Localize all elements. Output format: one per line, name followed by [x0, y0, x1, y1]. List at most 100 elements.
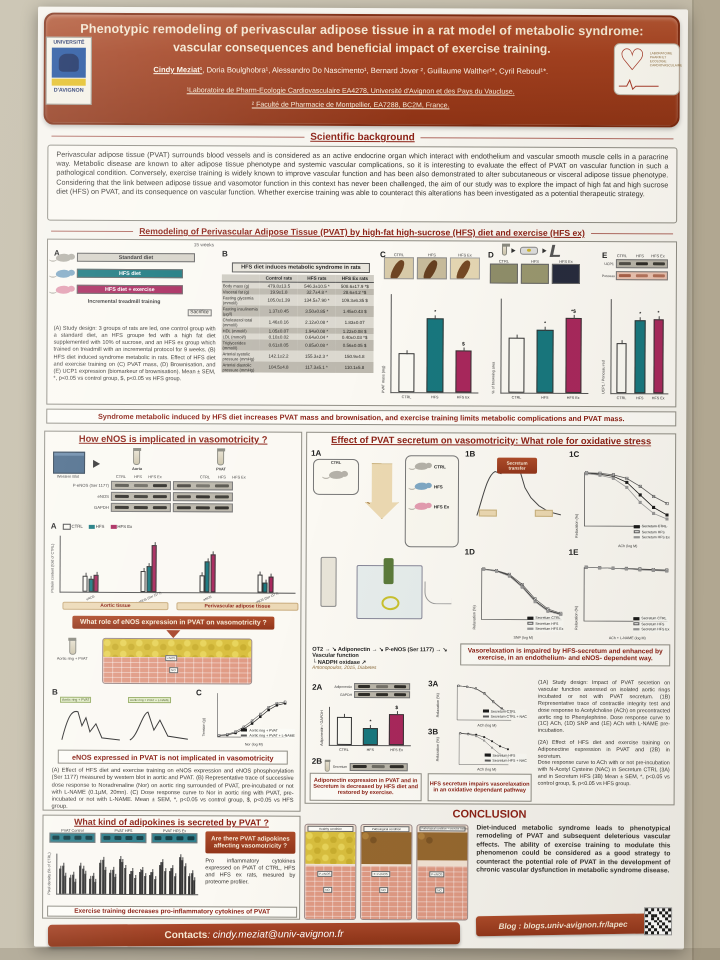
standard-diet-bar: Standard diet: [76, 252, 195, 263]
legend-entry: Secretum CTRL: [633, 616, 669, 621]
bath-chamber-icon: [356, 558, 423, 620]
enos-panel-c-label: C: [196, 688, 202, 698]
wb-col: HFS Ex: [651, 253, 665, 259]
wb-row-label: Ponceau Red: [601, 273, 622, 278]
bar-plot: CTRL * HFS * HFS Ex: [610, 299, 669, 400]
y-axis-label: Pixel density (% of CTRL): [47, 852, 52, 895]
legend-entry: Secretum HFS Ex: [633, 627, 669, 632]
bar: [124, 867, 127, 894]
enos-caption: (A) Effect of HFS diet and exercise trai…: [51, 767, 294, 811]
affiliation-2: ² Faculté de Pharmacie de Montpellier, E…: [251, 101, 450, 110]
trace1-label: Aortic ring + PVAT: [60, 696, 92, 703]
bar-column: CTRL: [332, 707, 356, 752]
treadmill-label: Incremental treadmill training: [87, 298, 161, 306]
table-cell: 134.5±7.90 *: [297, 294, 336, 306]
legend-ctrl: CTRL: [62, 523, 83, 530]
heart-icon: ♡: [618, 44, 646, 78]
column-header: Control rats: [259, 274, 298, 283]
panel-d-brownisation: D CTRL HFS HFS Ex CTRL * HFS *$ HFS Ex% of b…: [487, 244, 598, 405]
x-axis-label: ACh + L-NAME (log M): [608, 636, 646, 641]
other-authors: , Doria Boulghobra¹, Alessandro Do Nasci…: [202, 65, 549, 76]
label-1a: 1A: [311, 448, 322, 458]
tension-trace: [129, 711, 188, 741]
table-cell: Triglycerides (mmol/l): [221, 339, 260, 351]
bar: [199, 575, 205, 593]
sacrifice-tag: Sacrifice: [187, 309, 212, 317]
wb-col: HFS: [218, 474, 226, 480]
legend-swatch: [484, 753, 491, 757]
bar: [84, 873, 87, 894]
y-axis-label: Relaxation (%): [472, 605, 477, 630]
cluster-label: eNOS: [202, 594, 212, 602]
table-row: Triglycerides (mmol/l) 0.61±0.05 0.85±0.08…: [221, 339, 374, 352]
rat-icon-hfs: [55, 269, 71, 278]
enos-question-banner: What role of eNOS expression in PVAT on …: [72, 615, 275, 630]
wb-col-labels: CTRL HFS HFS Ex: [614, 253, 666, 258]
table-cell: 117.3±5.1 *: [297, 361, 336, 373]
legend-swatch: [527, 622, 534, 625]
tubing-icon: [424, 581, 452, 605]
bar: [616, 343, 627, 394]
bar-column: $ HFS Ex: [384, 705, 408, 752]
aorta-photo-row: CTRL HFS HFS Ex: [383, 252, 480, 280]
pathway-citation: Antonopoulos, 2015, Diabetes: [312, 665, 377, 672]
wb-row-label: GAPDH: [93, 504, 109, 510]
secretum-caption-3: Dose response curve to ACh with or not p…: [537, 759, 670, 787]
table-cell: 110.1±5.8: [335, 361, 374, 374]
laboratory-logo-caption: LABORATOIRE PHARM ET ECOLOGIE CARDIOVASC…: [649, 51, 683, 68]
bar-column: * HFS Ex: [650, 299, 667, 400]
bar-label: CTRL: [401, 395, 412, 400]
bar: *: [653, 310, 664, 394]
histology-workflow-icons: [501, 244, 563, 257]
label-2a: 2A: [312, 682, 323, 692]
column-header: HFS Ex rats: [335, 274, 374, 283]
pathway-row: OT2 → ↘ Adiponectin → ↘ P-eNOS (Ser 1177…: [312, 647, 458, 672]
y-axis-label: Relaxation (%): [435, 693, 441, 718]
table-cell: 0.61±0.05: [259, 339, 298, 351]
histology-hfs: HFS: [520, 259, 549, 284]
bar: [82, 575, 88, 592]
conclusion-area: CONCLUSION Healthy condition P-eNOS NO Pa…: [304, 808, 675, 944]
enos-tag: eNOS: [165, 655, 178, 662]
bar-plot: eNOS P-eNOS (Ser 1177) eNOS P-eNOS (Ser 117…: [59, 535, 296, 606]
significance-label: *: [434, 308, 437, 315]
three-groups-box: CTRL HFS HFS Ex: [404, 455, 460, 548]
y-axis-label: % of browning area: [491, 361, 496, 394]
metabolic-table: Control rats HFS rats HFS Ex rats Body mass…: [221, 274, 374, 374]
bar: $: [455, 341, 472, 393]
histology-photo-row: CTRL HFS HFS Ex: [489, 259, 580, 284]
histology-hfs-ex: HFS Ex: [551, 259, 580, 284]
pvat-tissue-tag: Perivascular adipose tissue: [176, 602, 299, 611]
university-avignon-logo: UNIVERSITÉ D'AVIGNON: [45, 36, 92, 105]
aortic-pvat-label: Aortic PVAT: [365, 477, 372, 505]
table-cell: Arterial diastolic pressure (mmHg): [221, 361, 260, 373]
wb-row-label: UCP1: [604, 261, 614, 266]
microscope-icon: [549, 244, 563, 257]
bar-label: HFS: [636, 396, 644, 401]
aortic-ring-label: Aortic ring + PVAT: [56, 656, 88, 661]
legend-swatch: [527, 616, 534, 620]
significance-label: $: [461, 341, 465, 348]
remodeling-title: Remodeling of Perivascular Adipose Tissu…: [139, 226, 585, 238]
x-axis-label: SNP (log M): [513, 635, 534, 640]
remodeling-box: A 15 weeks Standard diet HFS diet HFS di…: [46, 238, 678, 408]
group-hfs: HFS diet: [55, 268, 183, 279]
chart-legend: Secretum CTRL Secretum HFS Secretum HFS Ex: [633, 524, 670, 541]
table-cell: 3.50±0.85 *: [297, 305, 336, 317]
bar-column: * HFS: [632, 299, 649, 400]
rat-icon-control: [55, 253, 71, 262]
table-cell: 1.83±0.07: [335, 316, 374, 329]
ucp1-blot-row: UCP1: [602, 259, 668, 269]
slide-icon: [519, 246, 539, 255]
blog-banner: Blog : blogs.univ-avignon.fr/lapec: [475, 913, 651, 937]
chart-legend: Secretum CTRL Secretum CTRL + NAC: [482, 709, 527, 720]
bar-column: *$ HFS Ex: [560, 299, 587, 400]
bar: $: [389, 705, 405, 746]
wb-row-label: P-eNOS (Ser 1177): [72, 482, 109, 488]
legend-entry: Secretum HFS Ex: [527, 626, 563, 631]
bar-cluster: [69, 854, 77, 894]
first-author: Cindy Meziat¹: [153, 65, 203, 75]
label-2b: 2B: [311, 756, 323, 766]
bar: [268, 576, 274, 593]
bar-cluster: [99, 854, 107, 894]
